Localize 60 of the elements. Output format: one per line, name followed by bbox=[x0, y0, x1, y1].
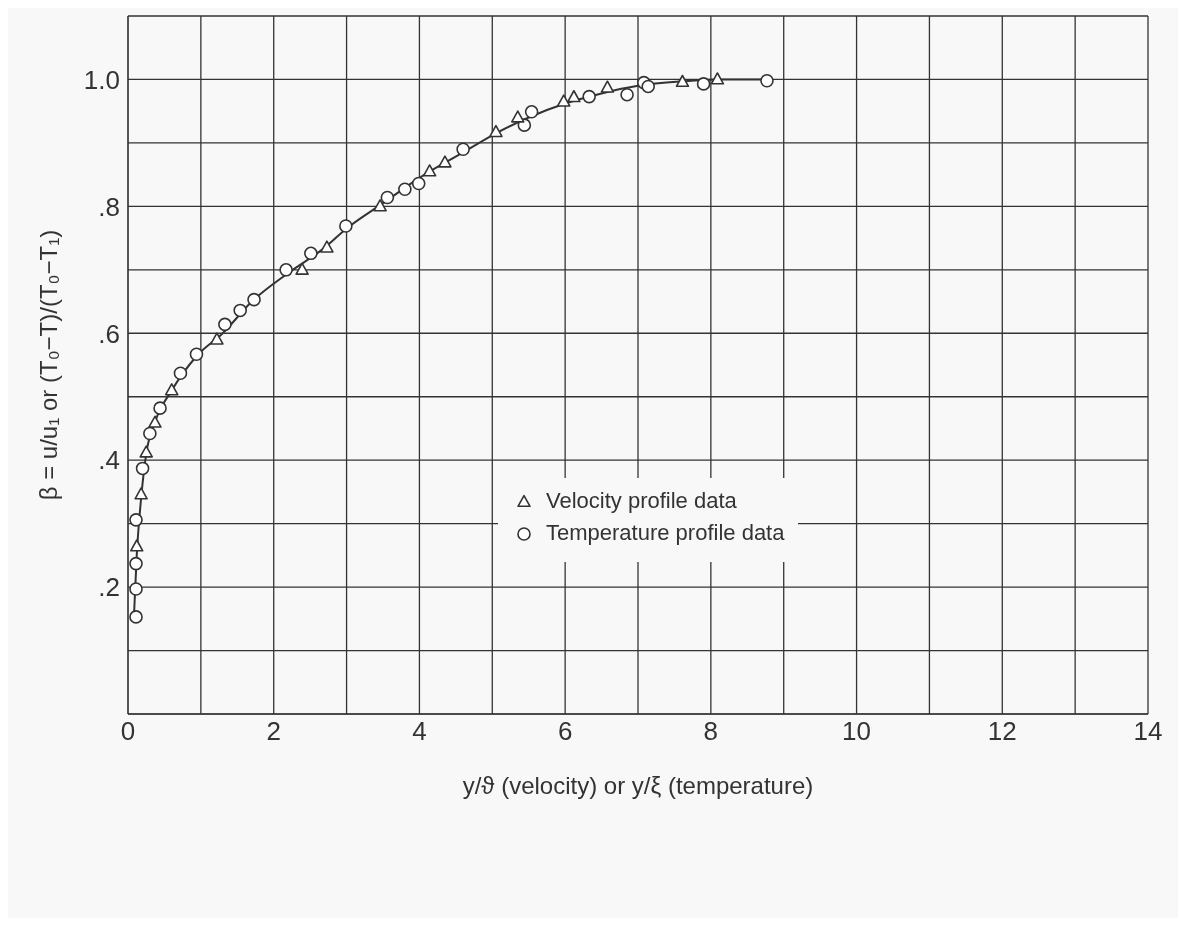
point bbox=[304, 246, 318, 261]
point bbox=[139, 445, 154, 458]
point bbox=[148, 415, 162, 428]
point bbox=[524, 105, 539, 119]
point bbox=[760, 73, 774, 88]
point bbox=[143, 426, 157, 441]
point bbox=[210, 332, 224, 345]
point bbox=[696, 77, 711, 91]
x-tick-label: 6 bbox=[557, 716, 573, 747]
y-tick-label: .2 bbox=[98, 572, 120, 603]
legend-label: Velocity profile data bbox=[546, 488, 737, 514]
point bbox=[129, 556, 143, 571]
point bbox=[320, 240, 334, 253]
point bbox=[233, 303, 247, 318]
x-tick-label: 8 bbox=[703, 716, 719, 747]
point bbox=[620, 87, 634, 102]
legend-label: Temperature profile data bbox=[546, 520, 785, 546]
x-tick-label: 14 bbox=[1133, 716, 1163, 747]
y-tick-label: .8 bbox=[98, 191, 120, 222]
point bbox=[135, 461, 150, 476]
point bbox=[173, 366, 188, 381]
point bbox=[189, 347, 204, 362]
point bbox=[567, 89, 581, 103]
point bbox=[438, 155, 452, 168]
point bbox=[373, 199, 387, 212]
point bbox=[129, 513, 143, 527]
x-tick-label: 10 bbox=[842, 716, 872, 747]
point bbox=[398, 182, 412, 197]
point bbox=[339, 219, 353, 233]
point bbox=[164, 383, 179, 396]
point bbox=[556, 94, 571, 107]
point bbox=[134, 487, 148, 500]
point bbox=[247, 292, 261, 307]
y-axis-title: β = u/u₁ or (T₀−T)/(T₀−T₁) bbox=[34, 229, 62, 501]
x-tick-label: 0 bbox=[120, 716, 136, 747]
point bbox=[582, 89, 596, 104]
point bbox=[456, 142, 470, 157]
point bbox=[153, 401, 167, 415]
point bbox=[129, 582, 143, 596]
point bbox=[129, 539, 144, 552]
point bbox=[295, 262, 309, 275]
x-axis-title: y/ϑ (velocity) or y/ξ (temperature) bbox=[462, 772, 814, 799]
point bbox=[411, 176, 426, 191]
point bbox=[641, 79, 655, 94]
point bbox=[279, 263, 293, 277]
point bbox=[129, 610, 143, 624]
point bbox=[218, 317, 232, 332]
point bbox=[675, 74, 690, 88]
y-tick-label: .4 bbox=[98, 445, 120, 476]
point bbox=[489, 124, 503, 138]
x-tick-label: 4 bbox=[412, 716, 427, 747]
point bbox=[710, 72, 725, 85]
point bbox=[422, 164, 437, 177]
point bbox=[380, 190, 395, 205]
point bbox=[600, 80, 615, 93]
point bbox=[510, 110, 525, 123]
y-tick-label: .6 bbox=[98, 318, 120, 349]
y-tick-label: 1.0 bbox=[83, 64, 120, 95]
x-tick-label: 12 bbox=[987, 716, 1017, 747]
x-tick-label: 2 bbox=[266, 716, 281, 747]
